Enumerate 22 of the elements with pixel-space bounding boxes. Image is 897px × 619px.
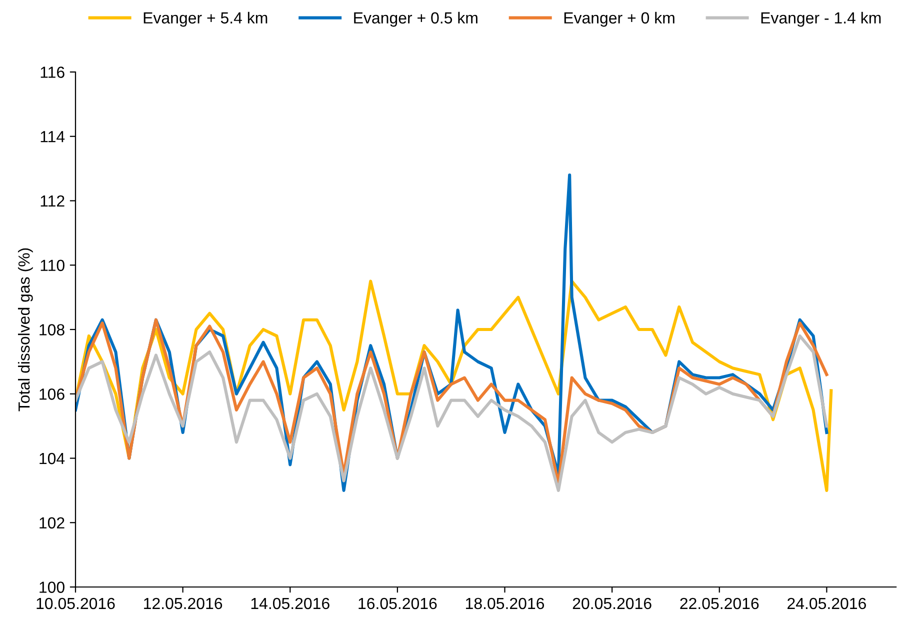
y-tick-label: 104 [40,452,65,464]
x-tick-label: 18.05.2016 [466,598,544,610]
legend-label: Evanger + 0 km [564,12,674,27]
y-tick-label: 110 [40,260,64,272]
y-tick-label: 106 [40,388,64,400]
y-tick-label: 112 [40,195,64,207]
legend-label: Evanger - 1.4 km [761,12,881,27]
y-tick-label: 114 [40,131,65,142]
x-tick-label: 10.05.2016 [36,598,115,610]
x-tick-label: 22.05.2016 [680,598,759,610]
y-tick-label: 102 [40,517,64,529]
y-tick-label: 100 [40,582,64,593]
x-tick-label: 16.05.2016 [358,598,437,610]
legend-label: Evanger + 0.5 km [354,12,478,27]
y-axis-title: Total dissolved gas (%) [18,248,33,412]
x-tick-label: 20.05.2016 [572,598,652,610]
y-tick-label: 108 [40,324,64,336]
x-tick-label: 12.05.2016 [144,598,222,610]
y-tick-label: 116 [40,66,64,78]
x-tick-label: 14.05.2016 [251,598,330,610]
x-tick-label: 24.05.2016 [788,598,866,610]
legend-label: Evanger + 5.4 km [144,12,268,27]
